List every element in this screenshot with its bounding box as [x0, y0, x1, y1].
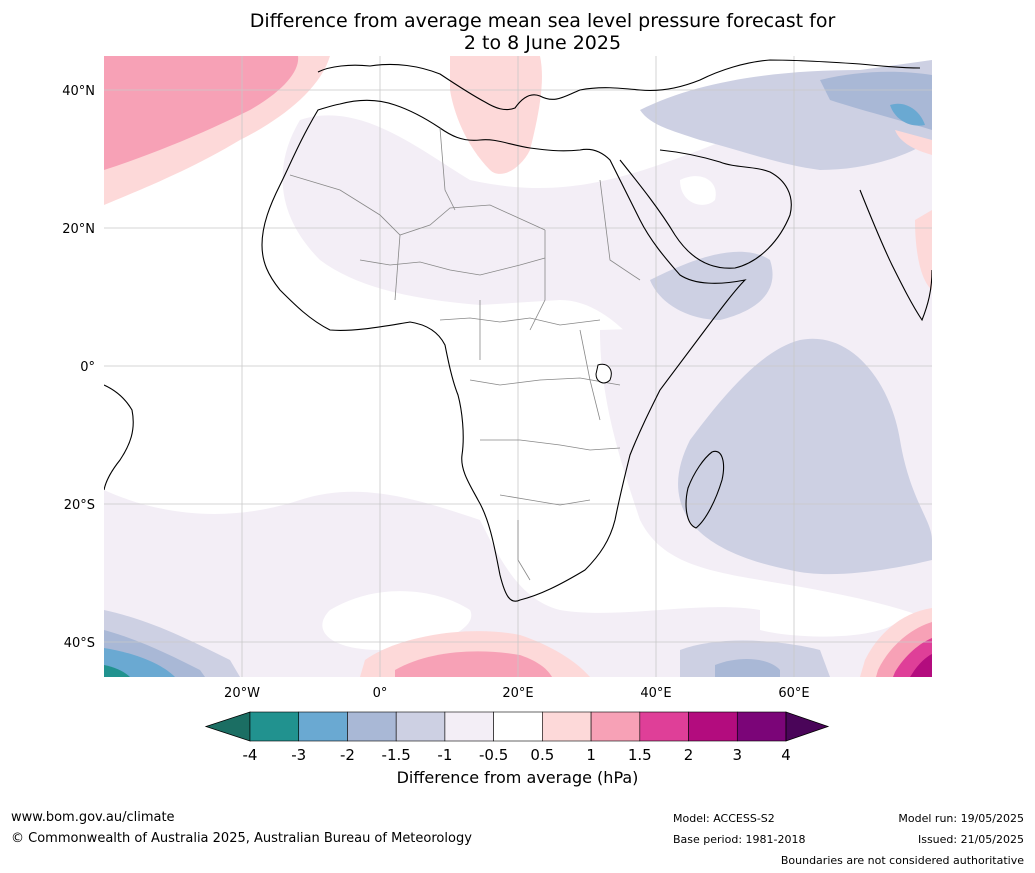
footer-issued: Issued: 21/05/2025 — [917, 833, 1024, 846]
footer-base-period: Base period: 1981-2018 — [673, 833, 806, 846]
colorbar-segment — [347, 711, 397, 742]
latitude-labels: 40°N 20°N 0° 20°S 40°S — [62, 84, 95, 651]
madagascar-coast — [685, 450, 725, 529]
colorbar-tick-label: -3 — [291, 746, 306, 764]
shade-pos05-india — [915, 210, 932, 290]
colorbar-ticks: -4 -3 -2 -1.5 -1 -0.5 0.5 1 1.5 2 3 4 — [243, 746, 791, 764]
colorbar-title: Difference from average (hPa) — [396, 768, 639, 787]
shade-pos2-se — [910, 654, 932, 677]
africa-coast — [261, 99, 747, 602]
shade-neg1-indian — [678, 338, 932, 575]
shade-pos1-south — [395, 651, 552, 677]
footer-model-run: Model run: 19/05/2025 — [898, 812, 1024, 825]
lat-label: 40°N — [62, 84, 95, 99]
lat-label: 40°S — [64, 636, 95, 651]
colorbar-tick-label: 4 — [781, 746, 791, 764]
colorbar-extend-max — [785, 711, 830, 742]
colorbar-segment — [639, 711, 689, 742]
colorbar-segment — [542, 711, 592, 742]
map-area — [104, 56, 932, 677]
colorbar-tick-label: -1 — [437, 746, 452, 764]
longitude-labels: 20°W 0° 20°E 40°E 60°E — [224, 686, 810, 701]
colorbar-extend-min — [204, 711, 251, 742]
footer-model: Model: ACCESS-S2 — [673, 812, 775, 825]
lake-victoria — [595, 363, 612, 384]
south-america-coast — [104, 384, 134, 491]
colorbar-tick-label: -2 — [340, 746, 355, 764]
footer-boundaries: Boundaries are not considered authoritat… — [780, 854, 1024, 867]
colorbar-tick-label: -4 — [243, 746, 258, 764]
shade-neg15-southeast — [715, 658, 780, 677]
lon-label: 60°E — [778, 686, 809, 701]
lon-label: 20°W — [224, 686, 260, 701]
shade-neg3-south — [104, 665, 130, 677]
shade-pos1-atlantic — [104, 56, 299, 170]
coastlines — [104, 59, 932, 602]
india-coast — [859, 189, 932, 322]
colorbar-segment — [298, 711, 348, 742]
lon-label: 0° — [373, 686, 388, 701]
footer-url: www.bom.gov.au/climate — [11, 810, 175, 825]
colorbar-segment — [395, 711, 446, 742]
shade-neg1-somalia — [650, 251, 773, 320]
lon-label: 20°E — [502, 686, 533, 701]
colorbar-segment — [444, 711, 494, 742]
country-borders — [289, 127, 641, 581]
shade-neg3-iran — [890, 103, 925, 126]
colorbar-tick-label: 1 — [586, 746, 596, 764]
lon-label: 40°E — [640, 686, 671, 701]
colorbar-tick-label: -1.5 — [382, 746, 411, 764]
shade-zero-indian — [760, 596, 900, 637]
lat-label: 20°N — [62, 222, 95, 237]
arabia-coast — [619, 149, 792, 269]
title-line-1: Difference from average mean sea level p… — [249, 10, 836, 32]
shade-neg2-south — [104, 648, 175, 677]
colorbar-tick-label: 2 — [684, 746, 694, 764]
shade-white-saudi — [680, 176, 716, 205]
colorbar-tick-label: 3 — [732, 746, 742, 764]
title-line-2: 2 to 8 June 2025 — [463, 32, 622, 54]
colorbar-tick-label: 0.5 — [530, 746, 554, 764]
colorbar-tick-label: 1.5 — [628, 746, 652, 764]
colorbar-segment — [493, 711, 543, 742]
lat-label: 0° — [80, 360, 95, 375]
lat-label: 20°S — [64, 498, 95, 513]
footer-copyright: © Commonwealth of Australia 2025, Austra… — [11, 831, 472, 846]
colorbar-segment — [688, 711, 738, 742]
colorbar-tick-label: -0.5 — [479, 746, 508, 764]
shade-pos05-iran — [895, 130, 932, 155]
colorbar-segment — [249, 711, 300, 742]
colorbar-segment — [590, 711, 641, 742]
colorbar — [204, 711, 830, 742]
map-title: Difference from average mean sea level p… — [0, 10, 1035, 54]
gridlines — [104, 56, 932, 677]
colorbar-segment — [736, 711, 787, 742]
europe-coast — [317, 59, 921, 111]
shade-pos05-med — [450, 56, 542, 174]
